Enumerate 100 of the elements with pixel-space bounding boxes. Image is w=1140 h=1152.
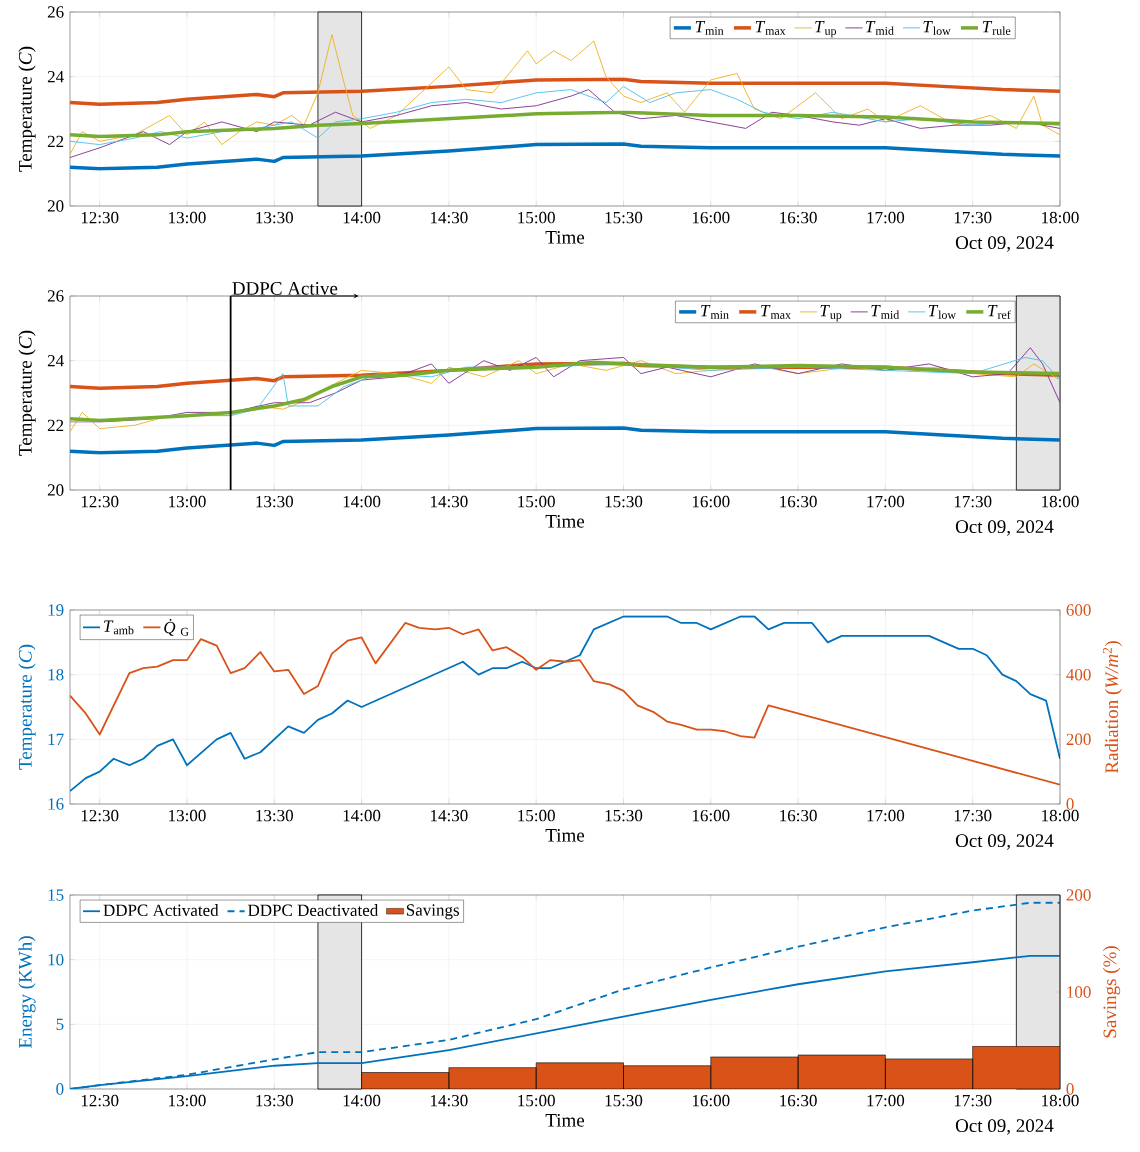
y2-tick-label: 0 <box>1066 798 1074 810</box>
legend-label: T$_{amb}$ <box>104 620 134 635</box>
y-tick-label: 16 <box>48 798 64 810</box>
legend-label: DDPC Activated <box>103 904 219 917</box>
y-tick-label: 26 <box>47 6 64 18</box>
y-tick-label: 17 <box>48 733 64 745</box>
x-tick-label: 13:00 <box>169 1094 206 1107</box>
text: Oct 09, 2024 <box>955 834 1054 850</box>
text: Oct 09, 2024 <box>955 1119 1054 1135</box>
legend-label: T$_{low}$ <box>923 21 951 35</box>
x-tick-label: 16:00 <box>692 1094 730 1107</box>
x-tick-label: 13:30 <box>256 1094 294 1107</box>
y-tick-label: 22 <box>47 135 64 147</box>
x-tick-label: 13:00 <box>169 809 206 822</box>
x-tick-label: 14:30 <box>431 211 468 224</box>
y2-tick-label: 600 <box>1066 604 1091 616</box>
y-axis-title: Energy (KWh) <box>18 936 36 1048</box>
text: Oct 09, 2024 <box>955 520 1054 536</box>
y-tick-label: 10 <box>48 953 64 966</box>
legend-label: T$_{ref}$ <box>988 305 1011 319</box>
x-tick-label: 14:00 <box>343 495 381 508</box>
x-axis-title: Time <box>545 1113 585 1127</box>
legend-label: Q̇$_{G}$ <box>164 619 189 636</box>
x-tick-label: 16:30 <box>780 809 817 822</box>
x-tick-label: 17:30 <box>954 809 992 822</box>
legend-label: T$_{min}$ <box>695 21 724 35</box>
x-tick-label: 16:30 <box>780 1094 817 1107</box>
y2-tick-label: 200 <box>1066 889 1091 901</box>
y-tick-label: 15 <box>48 889 64 901</box>
y-axis-title: Temperature (C) <box>18 644 36 770</box>
x-tick-label: 17:00 <box>867 495 905 508</box>
x-tick-label: 14:30 <box>431 809 468 822</box>
x-tick-label: 15:30 <box>605 495 643 508</box>
legend-label: Savings <box>406 904 459 920</box>
x-tick-label: 16:30 <box>780 495 817 508</box>
x-tick-label: 13:30 <box>256 495 294 508</box>
x-tick-label: 17:00 <box>867 1094 905 1107</box>
y-axis-title: Temperature (C) <box>18 330 36 456</box>
y-axis-title: Temperature (C) <box>18 46 36 172</box>
y2-tick-label: 200 <box>1066 733 1091 746</box>
x-tick-label: 14:00 <box>343 809 381 822</box>
x-tick-label: 13:30 <box>256 809 294 822</box>
line-series <box>70 426 1060 455</box>
y2-axis-title: Radiation (W/m$^{2}$) <box>1102 641 1123 774</box>
x-tick-label: 13:00 <box>169 495 206 508</box>
legend-label: T$_{max}$ <box>761 305 791 319</box>
x-tick-label: 15:30 <box>605 1094 643 1107</box>
bar <box>361 1072 449 1090</box>
x-tick-label: 15:00 <box>518 211 555 224</box>
line-series <box>70 89 1060 158</box>
x-tick-label: 17:00 <box>867 211 905 224</box>
x-axis-title: Time <box>545 828 585 842</box>
y-tick-label: 26 <box>47 290 64 302</box>
legend-label: T$_{mid}$ <box>866 21 894 35</box>
y2-tick-label: 0 <box>1066 1083 1074 1095</box>
x-tick-label: 18:00 <box>1042 495 1079 508</box>
x-tick-label: 17:00 <box>867 809 905 822</box>
y-tick-label: 18 <box>48 668 64 681</box>
x-tick-label: 15:30 <box>605 211 643 224</box>
x-tick-label: 14:00 <box>343 1094 381 1107</box>
x-tick-label: 12:30 <box>81 211 119 224</box>
x-tick-label: 17:30 <box>954 1094 992 1107</box>
x-axis-title: Time <box>545 230 585 244</box>
y-tick-label: 24 <box>47 355 64 367</box>
x-tick-label: 12:30 <box>81 809 119 822</box>
legend-label: DDPC Deactivated <box>248 904 379 917</box>
y-tick-label: 0 <box>56 1083 64 1095</box>
legend-label: T$_{low}$ <box>928 305 956 319</box>
y2-axis-title: Savings (%) <box>1102 946 1121 1038</box>
x-tick-label: 15:00 <box>518 495 555 508</box>
x-tick-label: 17:30 <box>954 211 992 224</box>
x-tick-label: 12:30 <box>81 495 119 508</box>
x-tick-label: 18:00 <box>1042 1094 1079 1107</box>
legend-label: T$_{up}$ <box>820 305 842 322</box>
line-series <box>70 77 1060 106</box>
line-series <box>70 142 1060 171</box>
x-axis-title: Time <box>545 514 585 528</box>
x-tick-label: 14:30 <box>431 1094 468 1107</box>
x-tick-label: 16:30 <box>780 211 817 224</box>
x-tick-label: 17:30 <box>954 495 992 508</box>
x-tick-label: 16:00 <box>692 495 730 508</box>
x-tick-label: 16:00 <box>692 211 730 224</box>
x-tick-label: 15:00 <box>518 1094 555 1107</box>
y-tick-label: 20 <box>47 484 64 496</box>
x-tick-label: 15:30 <box>605 809 643 822</box>
x-tick-label: 18:00 <box>1042 809 1079 822</box>
legend-label: T$_{max}$ <box>755 21 786 35</box>
x-tick-label: 18:00 <box>1042 211 1079 224</box>
legend-label: T$_{rule}$ <box>982 21 1011 35</box>
x-tick-label: 14:30 <box>431 495 468 508</box>
text: Oct 09, 2024 <box>955 236 1054 252</box>
x-tick-label: 12:30 <box>81 1094 119 1107</box>
x-tick-label: 13:30 <box>256 211 294 224</box>
ref-line-label: DDPC Active <box>232 282 338 295</box>
y-tick-label: 22 <box>47 419 64 431</box>
y-tick-label: 5 <box>56 1018 64 1030</box>
x-tick-label: 14:00 <box>343 211 381 224</box>
y-tick-label: 20 <box>47 200 64 212</box>
x-tick-label: 13:00 <box>169 211 206 224</box>
y-tick-label: 24 <box>47 71 64 83</box>
